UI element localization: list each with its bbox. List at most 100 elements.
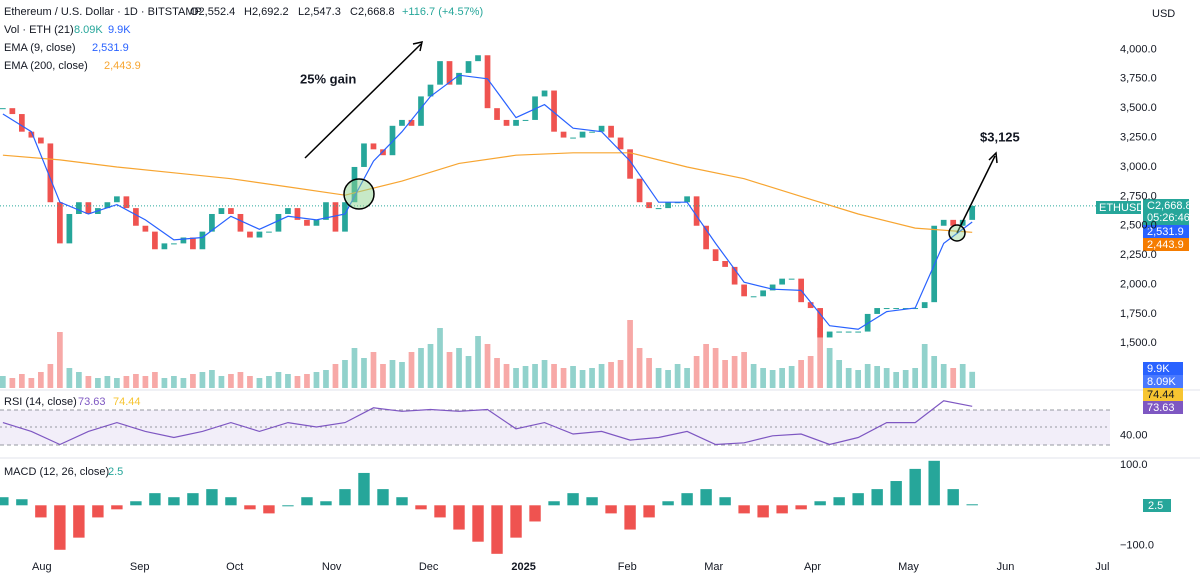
volume-bar <box>674 364 681 388</box>
volume-tag-text: 8.09K <box>1147 376 1176 388</box>
volume-bar <box>836 360 843 388</box>
volume-bar <box>513 368 519 388</box>
candle <box>769 284 776 291</box>
volume-bar <box>351 348 358 388</box>
candle <box>114 196 120 203</box>
macd-bar <box>586 497 598 506</box>
y-tick-label: 3,000.0 <box>1120 161 1157 173</box>
x-tick-label: Aug <box>32 561 52 573</box>
volume-tag <box>1143 375 1183 388</box>
macd-bar <box>225 497 237 506</box>
candle <box>285 208 291 214</box>
candle <box>513 119 519 126</box>
volume-bar <box>247 376 253 388</box>
arrow <box>304 43 422 159</box>
macd-bar <box>928 460 940 506</box>
macd-bar <box>130 501 142 506</box>
macd-bar <box>757 505 769 518</box>
volume-bar <box>285 374 291 388</box>
volume-bar <box>893 372 900 388</box>
candle <box>693 196 700 226</box>
volume-bar <box>456 348 462 388</box>
candle <box>76 202 82 214</box>
volume-bar <box>85 376 92 388</box>
macd-bar <box>966 504 978 506</box>
x-tick-label: 2025 <box>511 561 535 573</box>
price-tag-text: C2,668.8 <box>1147 200 1192 212</box>
candle <box>361 143 367 167</box>
rsi-line <box>2 400 973 446</box>
macd-bar <box>206 489 218 506</box>
candle <box>427 84 434 97</box>
candle <box>712 249 719 262</box>
macd-bar <box>453 505 465 530</box>
candle <box>646 202 652 209</box>
volume-bar <box>47 364 54 388</box>
macd-bar <box>890 481 902 506</box>
candle <box>19 114 25 132</box>
volume-bar <box>665 370 671 388</box>
candle <box>370 143 377 150</box>
volume-bar <box>494 358 500 388</box>
candle <box>845 331 852 333</box>
candle <box>817 308 823 338</box>
volume-bar <box>779 368 785 388</box>
header-change: +116.7 (+4.57%) <box>402 6 483 18</box>
macd-bar <box>187 493 199 506</box>
x-tick-label: Nov <box>322 561 342 573</box>
volume-bar <box>294 376 301 388</box>
volume-legend: Vol · ETH (21) <box>4 24 74 36</box>
volume-bar <box>760 368 766 388</box>
rsi-ma-tag-text: 74.44 <box>1147 389 1175 401</box>
candle <box>437 61 443 85</box>
candle <box>579 131 586 138</box>
volume-bar <box>959 364 966 388</box>
volume-bar <box>161 378 168 388</box>
candle <box>589 131 595 133</box>
volume-bar <box>76 372 82 388</box>
candle <box>779 278 785 285</box>
volume-bar <box>589 368 595 388</box>
candle <box>617 137 624 150</box>
candle <box>294 208 301 220</box>
candle <box>313 219 320 226</box>
macd-bar <box>529 505 541 522</box>
candle <box>684 196 690 203</box>
macd-bar <box>35 505 47 518</box>
candle <box>788 278 795 280</box>
candle <box>47 143 54 203</box>
volume-bar <box>845 368 852 388</box>
macd-bar <box>624 505 636 530</box>
macd-bar <box>510 505 522 538</box>
volume-bar <box>389 360 396 388</box>
highlight-circle <box>948 224 966 242</box>
candle <box>228 208 234 214</box>
macd-bar <box>643 505 655 518</box>
volume-bar <box>969 371 976 388</box>
volume-bar <box>864 364 871 388</box>
candle <box>0 108 6 110</box>
macd-bar <box>415 505 427 510</box>
marks <box>0 55 1110 554</box>
macd-bar <box>681 493 693 506</box>
volume-bar <box>617 360 624 388</box>
y-tick-label: 1,750.0 <box>1120 308 1157 320</box>
ema200-line <box>2 152 973 233</box>
candle <box>522 119 529 121</box>
volume-bar <box>712 348 719 388</box>
candle <box>636 178 643 203</box>
candle <box>171 243 177 245</box>
candle <box>969 205 976 220</box>
macd-bar <box>73 505 85 538</box>
volume-bar <box>741 352 747 388</box>
candle <box>532 96 538 120</box>
volume-bar <box>636 348 643 388</box>
x-tick-label: Jun <box>997 561 1015 573</box>
candle <box>446 61 453 85</box>
macd-bar <box>282 505 294 507</box>
macd-bar <box>320 501 332 506</box>
macd-tag-text: 2.5 <box>1148 500 1163 512</box>
volume-bar <box>209 370 215 388</box>
